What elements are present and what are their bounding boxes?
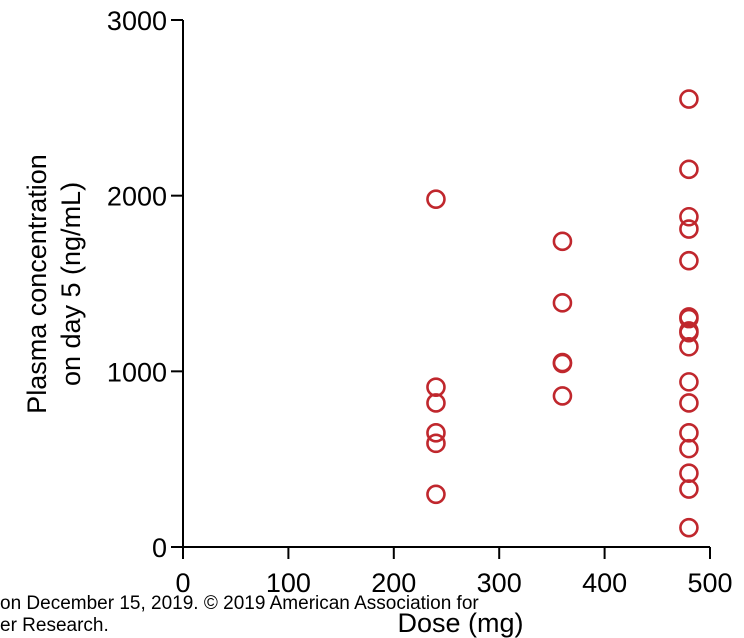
- data-point: [552, 231, 573, 252]
- axis-titles: Dose (mg) Plasma concentration on day 5 (n…: [22, 154, 524, 638]
- data-point: [426, 484, 446, 505]
- footer-line-1: on December 15, 2019. © 2019 American As…: [0, 593, 479, 614]
- data-point: [679, 393, 699, 413]
- data-point: [679, 423, 699, 443]
- data-point: [552, 353, 573, 374]
- data-point: [679, 219, 699, 239]
- data-point: [679, 206, 699, 227]
- axes: 0 1000 2000 3000 0 100 200 300 400 500: [107, 6, 733, 598]
- y-tick-label: 3000: [107, 6, 167, 36]
- data-point: [552, 386, 573, 406]
- x-axis-title: Dose (mg): [397, 608, 523, 638]
- y-tick-label: 2000: [107, 182, 167, 212]
- y-tick-label: 0: [152, 533, 167, 563]
- data-point: [426, 393, 446, 413]
- data-point: [552, 293, 573, 313]
- x-tick-label: 100: [266, 568, 311, 598]
- data-markers: [426, 89, 699, 538]
- data-point: [679, 517, 699, 538]
- data-point: [679, 438, 699, 459]
- data-point: [679, 479, 699, 499]
- data-point: [679, 159, 699, 180]
- x-tick-label: 300: [477, 568, 522, 598]
- y-tick-label: 1000: [107, 357, 167, 387]
- footer-line-2: er Research.: [0, 615, 109, 636]
- data-point: [679, 463, 699, 484]
- y-axis-title-line-1: Plasma concentration: [22, 154, 52, 414]
- x-tick-label: 200: [371, 568, 416, 598]
- data-point: [679, 372, 699, 392]
- data-point: [679, 89, 699, 109]
- data-point: [679, 250, 699, 271]
- x-tick-label: 500: [687, 568, 732, 598]
- x-tick-label: 400: [582, 568, 627, 598]
- y-axis-title-line-2: on day 5 (ng/mL): [56, 182, 86, 386]
- data-point: [426, 189, 446, 209]
- data-point: [679, 322, 699, 343]
- data-point: [426, 423, 446, 443]
- data-point: [679, 308, 699, 329]
- data-point: [426, 377, 446, 397]
- x-tick-label: 0: [175, 568, 190, 598]
- data-point: [679, 336, 699, 357]
- data-point: [426, 433, 446, 454]
